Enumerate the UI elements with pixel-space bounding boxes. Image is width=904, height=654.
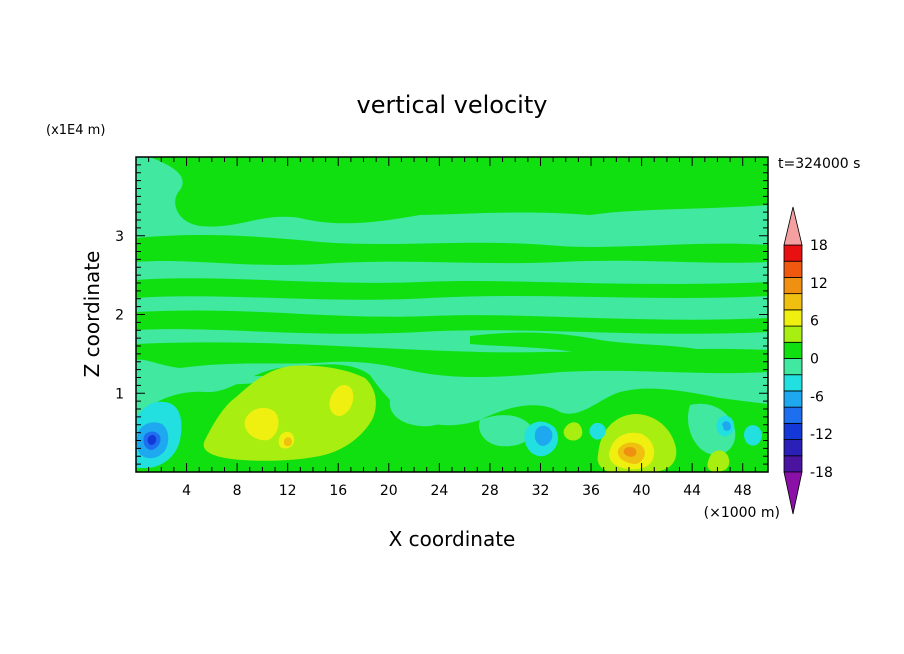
y-unit-label: (x1E4 m) xyxy=(46,123,105,138)
upper-band-3 xyxy=(136,278,768,300)
upper-band-1 xyxy=(150,157,768,227)
core-left-1 xyxy=(244,407,279,441)
x-unit-label: (×1000 m) xyxy=(704,505,780,521)
updraft-small-2 xyxy=(707,450,730,472)
colorbar-swatch xyxy=(783,455,803,473)
colorbar-tick-label: -6 xyxy=(810,389,824,405)
wave-band xyxy=(470,332,713,360)
x-tick-label: 4 xyxy=(182,483,191,499)
downdraft-mid-inner xyxy=(534,425,553,446)
x-tick-label: 16 xyxy=(329,483,347,499)
time-label: t=324000 s xyxy=(778,156,860,172)
colorbar-max-triangle xyxy=(783,206,803,246)
colorbar-tick-label: 18 xyxy=(810,238,828,254)
colorbar-swatch xyxy=(783,309,803,327)
colorbar: 18 12 6 0 -6 -12 -18 xyxy=(783,206,833,515)
downdraft-right-4 xyxy=(589,422,606,440)
x-tick-label: 32 xyxy=(532,483,550,499)
colorbar-swatch xyxy=(783,358,803,376)
cyan-patch-2 xyxy=(479,415,531,447)
y-tick-label: 3 xyxy=(115,229,124,245)
colorbar-swatch xyxy=(783,390,803,408)
colorbar-swatch xyxy=(783,244,803,262)
colorbar-swatch xyxy=(783,422,803,440)
layer-peak-updraft xyxy=(623,447,637,457)
colorbar-tick-label: 6 xyxy=(810,314,819,330)
y-axis: 1 2 3 xyxy=(115,164,768,465)
cyan-patch-1 xyxy=(389,393,452,427)
upper-band-4 xyxy=(136,310,768,334)
chart-title: vertical velocity xyxy=(357,91,548,119)
updraft-small-1 xyxy=(563,422,583,441)
y-tick-label: 1 xyxy=(115,386,124,402)
colorbar-tick-label: -12 xyxy=(810,427,833,443)
plot-area xyxy=(136,157,768,472)
colorbar-tick-label: 0 xyxy=(810,352,819,368)
downdraft-right-2 xyxy=(722,421,732,431)
layer-downdraft-cores xyxy=(136,401,762,468)
colorbar-swatch xyxy=(783,439,803,457)
downdraft-right-3 xyxy=(744,425,762,446)
core-left-inner xyxy=(284,437,292,447)
colorbar-swatch xyxy=(783,325,803,343)
colorbar-tick-label: -18 xyxy=(810,465,833,481)
colorbar-swatch xyxy=(783,374,803,392)
x-axis-label: X coordinate xyxy=(389,527,516,551)
colorbar-swatch xyxy=(783,260,803,278)
x-tick-label: 48 xyxy=(734,483,752,499)
colorbar-swatch xyxy=(783,341,803,359)
core-left-2 xyxy=(329,385,354,416)
x-tick-label: 40 xyxy=(633,483,651,499)
x-tick-label: 8 xyxy=(233,483,242,499)
colorbar-swatch xyxy=(783,406,803,424)
colorbar-swatch xyxy=(783,277,803,295)
x-tick-label: 20 xyxy=(380,483,398,499)
x-tick-label: 36 xyxy=(582,483,600,499)
updraft-cell-left xyxy=(203,365,376,461)
colorbar-min-triangle xyxy=(783,471,803,515)
x-tick-label: 44 xyxy=(683,483,701,499)
x-tick-label: 24 xyxy=(430,483,448,499)
downdraft-left-core xyxy=(147,435,157,445)
colorbar-swatch xyxy=(783,293,803,311)
upper-band-2 xyxy=(136,235,768,265)
x-axis: 4 8 12 16 20 24 28 32 36 40 44 48 xyxy=(148,157,756,499)
x-tick-label: 12 xyxy=(279,483,297,499)
x-tick-label: 28 xyxy=(481,483,499,499)
y-tick-label: 2 xyxy=(115,308,124,324)
y-axis-label: Z coordinate xyxy=(80,251,104,378)
core-right-peak xyxy=(623,447,637,457)
colorbar-tick-label: 12 xyxy=(810,276,828,292)
